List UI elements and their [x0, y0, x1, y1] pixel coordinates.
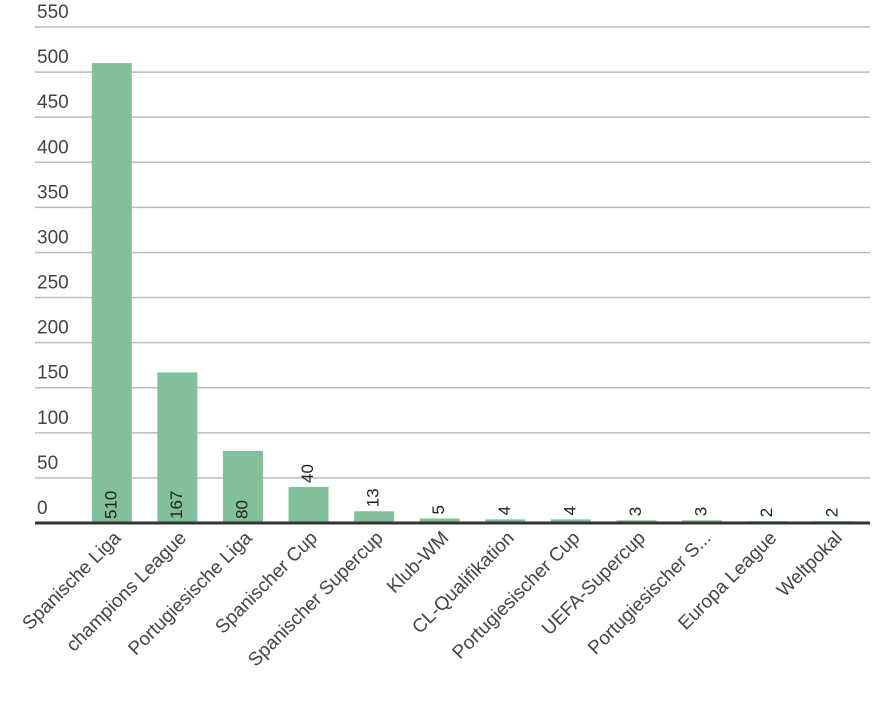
y-tick-label: 500 — [37, 47, 69, 68]
y-tick-label: 450 — [37, 92, 69, 113]
bar — [419, 518, 460, 523]
bar — [485, 519, 526, 523]
y-tick-label: 350 — [37, 182, 69, 203]
bar — [354, 511, 395, 523]
y-tick-label: 550 — [37, 2, 69, 23]
value-label: 2 — [823, 508, 842, 517]
bar — [550, 519, 591, 523]
value-label: 4 — [495, 506, 514, 515]
y-tick-label: 50 — [37, 453, 58, 474]
x-tick-label: champions League — [63, 528, 191, 656]
x-tick-label: Portugiesischer Cup — [449, 528, 585, 664]
x-tick-label: Weltpokal — [773, 528, 847, 602]
value-label: 510 — [101, 491, 120, 519]
x-tick-label: Portugiesische Liga — [124, 527, 256, 659]
value-label: 2 — [757, 508, 776, 517]
y-tick-label: 150 — [37, 363, 69, 384]
value-label: 4 — [560, 506, 579, 515]
x-tick-label: Klub-WM — [383, 528, 453, 598]
value-label: 5 — [429, 505, 448, 514]
y-tick-label: 0 — [37, 498, 48, 519]
value-label: 167 — [167, 491, 186, 519]
x-tick-label: Portugiesischer S... — [584, 528, 715, 659]
y-tick-label: 400 — [37, 137, 69, 158]
y-tick-label: 200 — [37, 318, 69, 339]
bar — [91, 63, 132, 524]
value-label: 80 — [232, 500, 251, 519]
value-label: 3 — [626, 507, 645, 516]
y-tick-label: 300 — [37, 227, 69, 248]
bar — [222, 450, 263, 523]
y-tick-label: 100 — [37, 408, 69, 429]
value-label: 40 — [298, 464, 317, 483]
bar — [288, 486, 329, 523]
value-label: 3 — [692, 507, 711, 516]
bar — [157, 372, 198, 523]
value-label: 13 — [364, 488, 383, 507]
x-tick-label: Spanischer Supercup — [244, 528, 387, 671]
y-tick-label: 250 — [37, 273, 69, 294]
